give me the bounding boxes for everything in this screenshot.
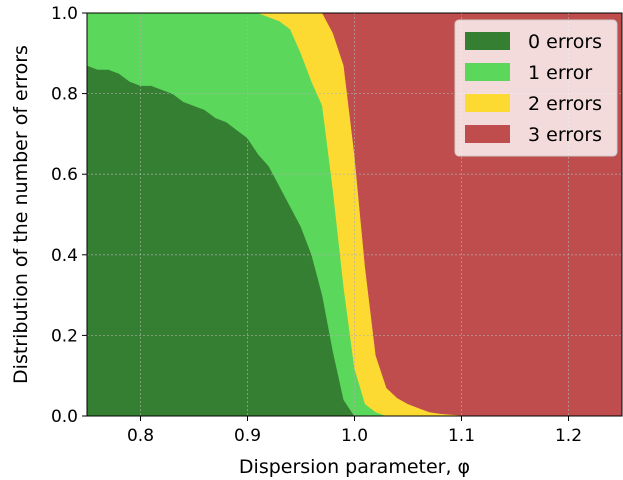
y-axis: 0.0 0.2 0.4 0.6 0.8 1.0 [51,4,87,427]
legend-label-2: 2 errors [528,93,602,115]
x-tick-label-0: 0.8 [127,426,154,446]
legend-swatch-2 [465,94,510,112]
x-tick-label-3: 1.1 [448,426,475,446]
legend-swatch-1 [465,63,510,81]
y-tick-label-5: 1.0 [51,4,78,24]
legend-swatch-0 [465,32,510,50]
x-tick-label-1: 0.9 [234,426,261,446]
x-tick-label-4: 1.2 [555,426,582,446]
legend: 0 errors 1 error 2 errors 3 errors [454,19,618,157]
legend-label-3: 3 errors [528,124,602,146]
x-axis-label: Dispersion parameter, φ [239,456,470,478]
legend-label-0: 0 errors [528,31,602,53]
legend-box [454,19,618,157]
y-tick-label-3: 0.6 [51,165,78,185]
x-tick-label-2: 1.0 [341,426,368,446]
y-tick-label-2: 0.4 [51,246,78,266]
y-tick-label-1: 0.2 [51,326,78,346]
legend-swatch-3 [465,125,510,143]
x-axis: 0.8 0.9 1.0 1.1 1.2 [127,416,582,446]
y-tick-label-4: 0.8 [51,85,78,105]
y-axis-label: Distribution of the number of errors [10,45,32,384]
y-tick-label-0: 0.0 [51,407,78,427]
legend-label-1: 1 error [528,62,592,84]
